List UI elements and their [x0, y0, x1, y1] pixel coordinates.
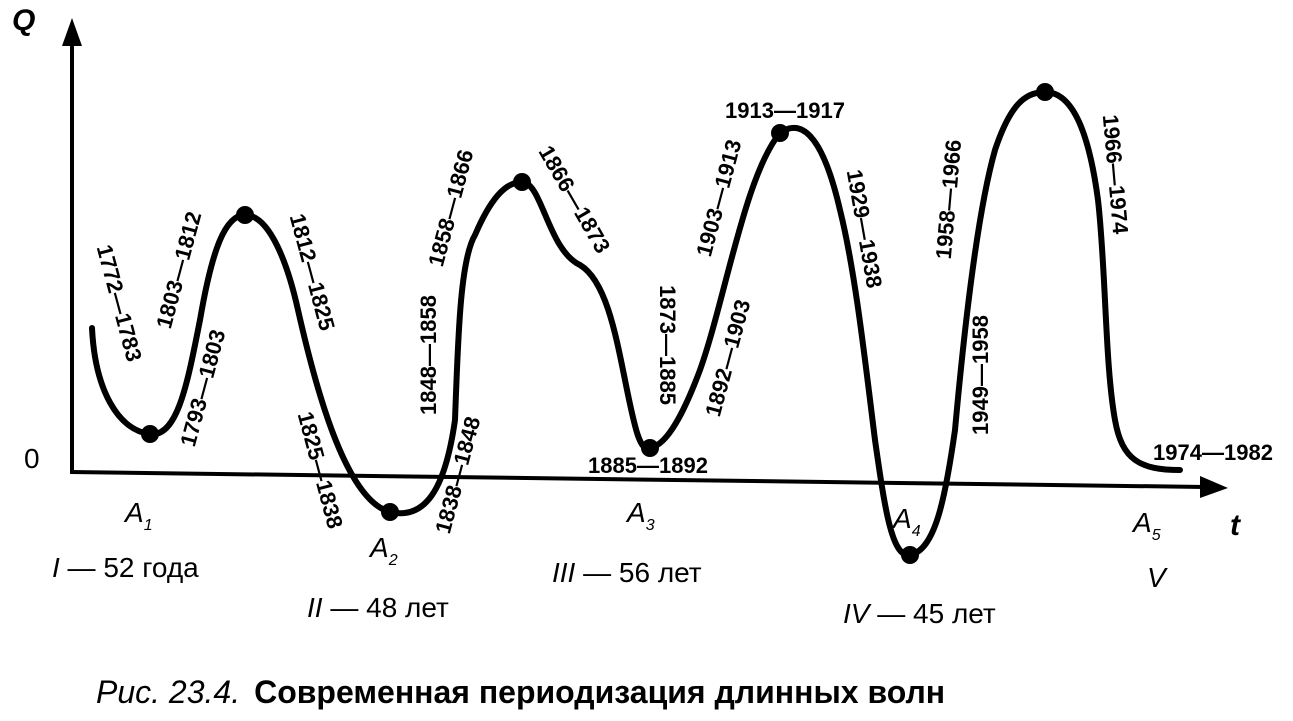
figure-caption: Рис. 23.4. Современная периодизация длинн…	[96, 674, 945, 710]
point-marker	[771, 124, 789, 142]
interval-label: 1949—1958	[968, 315, 993, 435]
interval-label: 1873—1885	[655, 285, 680, 405]
point-marker	[1036, 83, 1054, 101]
point-marker	[513, 173, 531, 191]
extreme-points	[141, 83, 1054, 564]
point-label-a3: A3	[625, 497, 655, 534]
point-label-a4: A4	[891, 503, 921, 540]
period-4: IV — 45 лет	[843, 598, 996, 629]
period-5: V	[1147, 562, 1168, 593]
point-marker	[381, 503, 399, 521]
interval-label: 1966—1974	[1098, 114, 1133, 236]
period-1: I — 52 года	[52, 552, 199, 583]
period-labels: I — 52 года II — 48 лет III — 56 лет IV …	[52, 552, 1168, 629]
interval-label: 1974—1982	[1153, 440, 1273, 465]
interval-label: 1848—1858	[416, 295, 441, 415]
x-axis-arrow-icon	[1200, 476, 1228, 498]
interval-label: 1772—1783	[92, 242, 147, 364]
point-marker	[236, 206, 254, 224]
long-wave-curve	[89, 89, 1183, 559]
interval-label: 1866—1873	[534, 141, 616, 257]
point-labels: A1 A2 A3 A4 A5	[123, 497, 1161, 569]
point-label-a5: A5	[1131, 507, 1161, 544]
interval-label: 1885—1892	[588, 453, 708, 478]
interval-label: 1803—1812	[151, 209, 206, 331]
y-axis-label: Q	[12, 4, 35, 37]
period-3: III — 56 лет	[552, 557, 702, 588]
point-label-a2: A2	[368, 532, 398, 569]
axes: Q t 0	[12, 4, 1242, 542]
period-2: II — 48 лет	[307, 592, 449, 623]
interval-label: 1913—1917	[725, 98, 845, 123]
point-label-a1: A1	[123, 497, 153, 534]
point-marker	[141, 425, 159, 443]
interval-label: 1825—1838	[293, 409, 348, 531]
origin-label: 0	[24, 443, 40, 474]
point-marker	[641, 439, 659, 457]
x-axis	[69, 470, 1206, 489]
interval-label: 1892—1903	[700, 297, 755, 419]
interval-label: 1929—1938	[842, 167, 887, 289]
y-axis-arrow-icon	[62, 18, 82, 46]
interval-labels: 1772—1783 1803—1812 1793—1803 1812—1825 …	[92, 98, 1273, 536]
x-axis-label: t	[1230, 509, 1242, 542]
interval-label: 1812—1825	[285, 211, 340, 333]
point-marker	[901, 546, 919, 564]
interval-label: 1958—1966	[931, 139, 966, 261]
